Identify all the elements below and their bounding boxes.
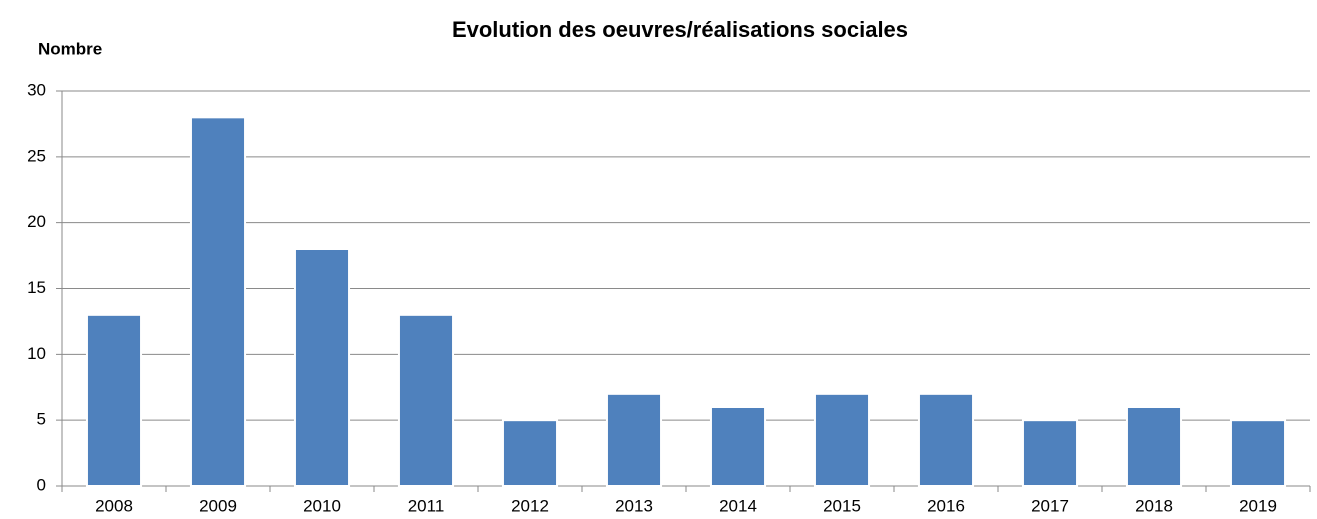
bar	[501, 419, 559, 487]
y-tick-label: 15	[27, 278, 46, 297]
y-tick-label: 5	[37, 410, 46, 429]
y-axis-label: Nombre	[38, 39, 102, 58]
chart-title: Evolution des oeuvres/réalisations socia…	[452, 17, 908, 42]
x-tick-label: 2017	[1031, 496, 1069, 515]
y-tick-label: 25	[27, 146, 46, 165]
x-tick-label: 2009	[199, 496, 237, 515]
bar	[917, 392, 975, 488]
x-tick-label: 2013	[615, 496, 653, 515]
x-tick-label: 2011	[408, 496, 445, 515]
x-tick-label: 2008	[95, 496, 133, 515]
bar	[1125, 406, 1183, 487]
y-tick-label: 10	[27, 344, 46, 363]
bar	[189, 116, 247, 487]
bar	[1229, 419, 1287, 487]
y-tick-label: 30	[27, 80, 46, 99]
bar	[1021, 419, 1079, 487]
y-tick-label: 0	[37, 475, 46, 494]
bar	[397, 313, 455, 488]
x-tick-label: 2014	[719, 496, 757, 515]
x-tick-label: 2018	[1135, 496, 1173, 515]
bar	[293, 248, 351, 487]
bar	[605, 392, 663, 488]
x-tick-label: 2012	[511, 496, 549, 515]
bar	[813, 392, 871, 488]
bar	[709, 406, 767, 487]
x-tick-label: 2019	[1239, 496, 1277, 515]
x-tick-label: 2015	[823, 496, 861, 515]
y-tick-label: 20	[27, 212, 46, 231]
bar	[85, 313, 143, 488]
x-tick-label: 2010	[303, 496, 341, 515]
x-tick-label: 2016	[927, 496, 965, 515]
